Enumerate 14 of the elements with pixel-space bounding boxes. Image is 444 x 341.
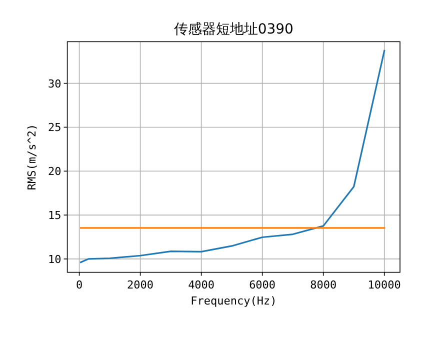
- x-tick-label: 6000: [249, 278, 276, 292]
- y-tick-label: 25: [48, 121, 62, 134]
- y-axis-title: RMS(m/s^2): [25, 124, 38, 190]
- x-axis-title: Frequency(Hz): [190, 294, 277, 308]
- x-tick-label: 2000: [127, 278, 154, 292]
- y-tick-label: 15: [48, 209, 62, 222]
- x-tick-label: 4000: [188, 278, 215, 292]
- y-tick-label: 30: [48, 77, 62, 90]
- x-tick-label: 10000: [368, 278, 401, 292]
- x-tick-label: 0: [76, 278, 83, 292]
- x-tick-label: 8000: [310, 278, 337, 292]
- y-tick-label: 10: [48, 252, 62, 266]
- y-tick-label: 20: [48, 165, 62, 178]
- chart-title: 传感器短地址0390: [174, 22, 294, 38]
